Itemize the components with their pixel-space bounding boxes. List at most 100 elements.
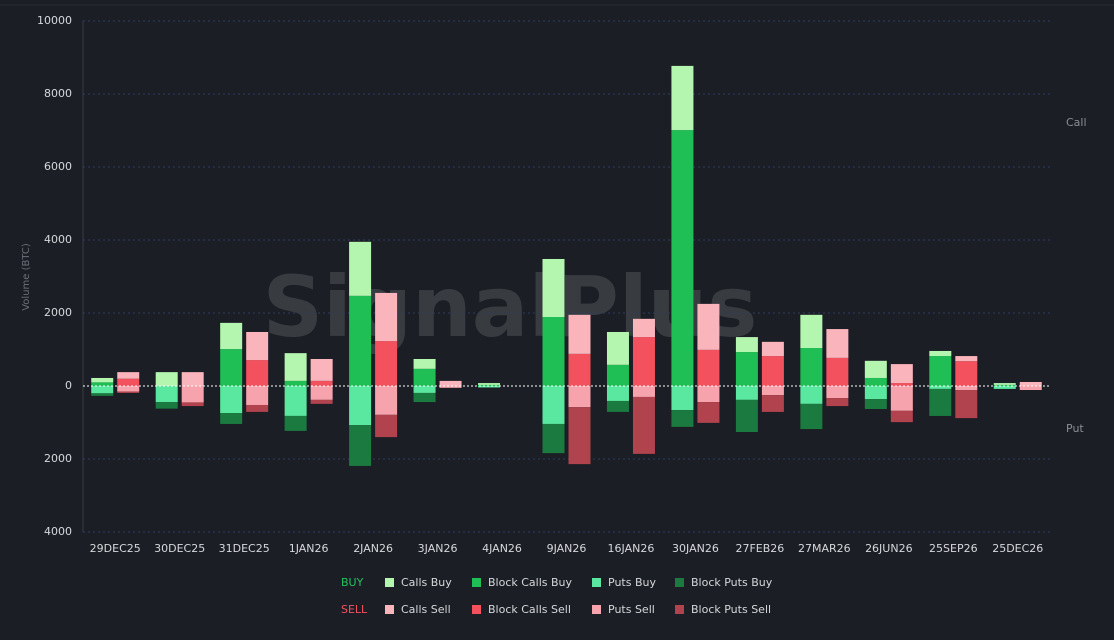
x-tick-label: 27FEB26 bbox=[735, 542, 784, 555]
legend-label: Block Puts Sell bbox=[691, 603, 771, 616]
bar-segment bbox=[955, 386, 978, 391]
bar-segment bbox=[568, 407, 591, 465]
legend-label: Block Puts Buy bbox=[691, 576, 773, 589]
bar-segment bbox=[220, 413, 243, 424]
bar-segment bbox=[1019, 381, 1042, 386]
bar-segment bbox=[671, 386, 694, 411]
bar-segment bbox=[220, 386, 243, 414]
legend-label: Block Calls Buy bbox=[488, 576, 573, 589]
legend-label: Puts Buy bbox=[608, 576, 656, 589]
bar-segment bbox=[413, 392, 436, 403]
legend-label: Puts Sell bbox=[608, 603, 655, 616]
x-tick-label: 27MAR26 bbox=[798, 542, 851, 555]
bar-segment bbox=[439, 380, 462, 386]
bar-segment bbox=[310, 358, 333, 381]
bar-segment bbox=[1019, 386, 1042, 391]
y-tick-label: 2000 bbox=[44, 306, 72, 319]
bar-segment bbox=[735, 337, 758, 353]
x-tick-label: 31DEC25 bbox=[219, 542, 270, 555]
bar-segment bbox=[929, 386, 952, 389]
bar-segment bbox=[246, 360, 269, 386]
bar-segment bbox=[91, 377, 114, 383]
bar-segment bbox=[735, 386, 758, 400]
bar-segment bbox=[117, 391, 140, 393]
bar-segment bbox=[310, 386, 333, 400]
bar-segment bbox=[349, 425, 372, 466]
bar-segment bbox=[220, 322, 243, 350]
bar-segment bbox=[735, 399, 758, 432]
bar-segment bbox=[478, 386, 501, 388]
bar-segment bbox=[155, 372, 178, 386]
x-tick-label: 4JAN26 bbox=[482, 542, 522, 555]
x-tick-label: 25DEC26 bbox=[992, 542, 1043, 555]
legend-swatch bbox=[472, 605, 481, 614]
bar-segment bbox=[761, 386, 784, 396]
bar-segment bbox=[91, 386, 114, 394]
put-label: Put bbox=[1066, 422, 1084, 435]
bar-segment bbox=[929, 350, 952, 357]
bar-segment bbox=[993, 386, 1016, 389]
bar-segment bbox=[800, 403, 823, 430]
legend-swatch bbox=[385, 578, 394, 587]
bar-segment bbox=[284, 415, 307, 431]
bar-segment bbox=[117, 372, 140, 379]
bar-segment bbox=[697, 303, 720, 350]
bar-segment bbox=[310, 380, 333, 386]
bar-segment bbox=[800, 348, 823, 386]
bar-segment bbox=[117, 386, 140, 392]
bar-segment bbox=[955, 390, 978, 419]
bar-segment bbox=[155, 402, 178, 409]
legend-group-label: SELL bbox=[341, 603, 368, 616]
x-tick-label: 9JAN26 bbox=[547, 542, 587, 555]
bar-segment bbox=[349, 241, 372, 296]
bar-segment bbox=[826, 386, 849, 399]
bar-segment bbox=[761, 395, 784, 412]
legend-swatch bbox=[675, 578, 684, 587]
bar-segment bbox=[246, 386, 269, 405]
bar-segment bbox=[697, 349, 720, 386]
x-tick-label: 2JAN26 bbox=[353, 542, 393, 555]
bar-segment bbox=[890, 383, 913, 386]
bar-segment bbox=[439, 386, 462, 388]
bar-segment bbox=[735, 352, 758, 386]
x-tick-label: 1JAN26 bbox=[289, 542, 329, 555]
bar-segment bbox=[606, 400, 629, 412]
bar-segment bbox=[375, 292, 398, 342]
bar-segment bbox=[284, 380, 307, 386]
y-axis-label: Volume (BTC) bbox=[21, 243, 32, 311]
bar-segment bbox=[800, 314, 823, 349]
bar-segment bbox=[632, 318, 655, 338]
x-tick-label: 30JAN26 bbox=[672, 542, 719, 555]
bar-segment bbox=[349, 386, 372, 426]
bar-segment bbox=[284, 386, 307, 416]
bar-segment bbox=[864, 399, 887, 409]
x-tick-label: 3JAN26 bbox=[418, 542, 458, 555]
y-tick-label: 8000 bbox=[44, 87, 72, 100]
bar-segment bbox=[375, 341, 398, 386]
bar-segment bbox=[890, 364, 913, 384]
bar-segment bbox=[826, 357, 849, 386]
bar-segment bbox=[568, 353, 591, 386]
x-tick-label: 16JAN26 bbox=[608, 542, 655, 555]
legend-swatch bbox=[472, 578, 481, 587]
bar-segment bbox=[568, 386, 591, 408]
bar-segment bbox=[671, 130, 694, 386]
bar-segment bbox=[890, 410, 913, 423]
bar-segment bbox=[542, 258, 565, 318]
bar-segment bbox=[671, 410, 694, 427]
legend-label: Calls Buy bbox=[401, 576, 452, 589]
bar-segment bbox=[155, 386, 178, 403]
bar-segment bbox=[761, 356, 784, 386]
legend-swatch bbox=[385, 605, 394, 614]
bar-segment bbox=[826, 329, 849, 358]
bar-segment bbox=[606, 331, 629, 365]
bar-segment bbox=[568, 314, 591, 354]
y-tick-label: 10000 bbox=[37, 14, 72, 27]
bar-segment bbox=[478, 383, 501, 385]
bar-segment bbox=[284, 353, 307, 381]
bar-segment bbox=[864, 360, 887, 378]
bar-segment bbox=[697, 386, 720, 403]
bar-segment bbox=[955, 361, 978, 386]
bar-segment bbox=[929, 388, 952, 416]
